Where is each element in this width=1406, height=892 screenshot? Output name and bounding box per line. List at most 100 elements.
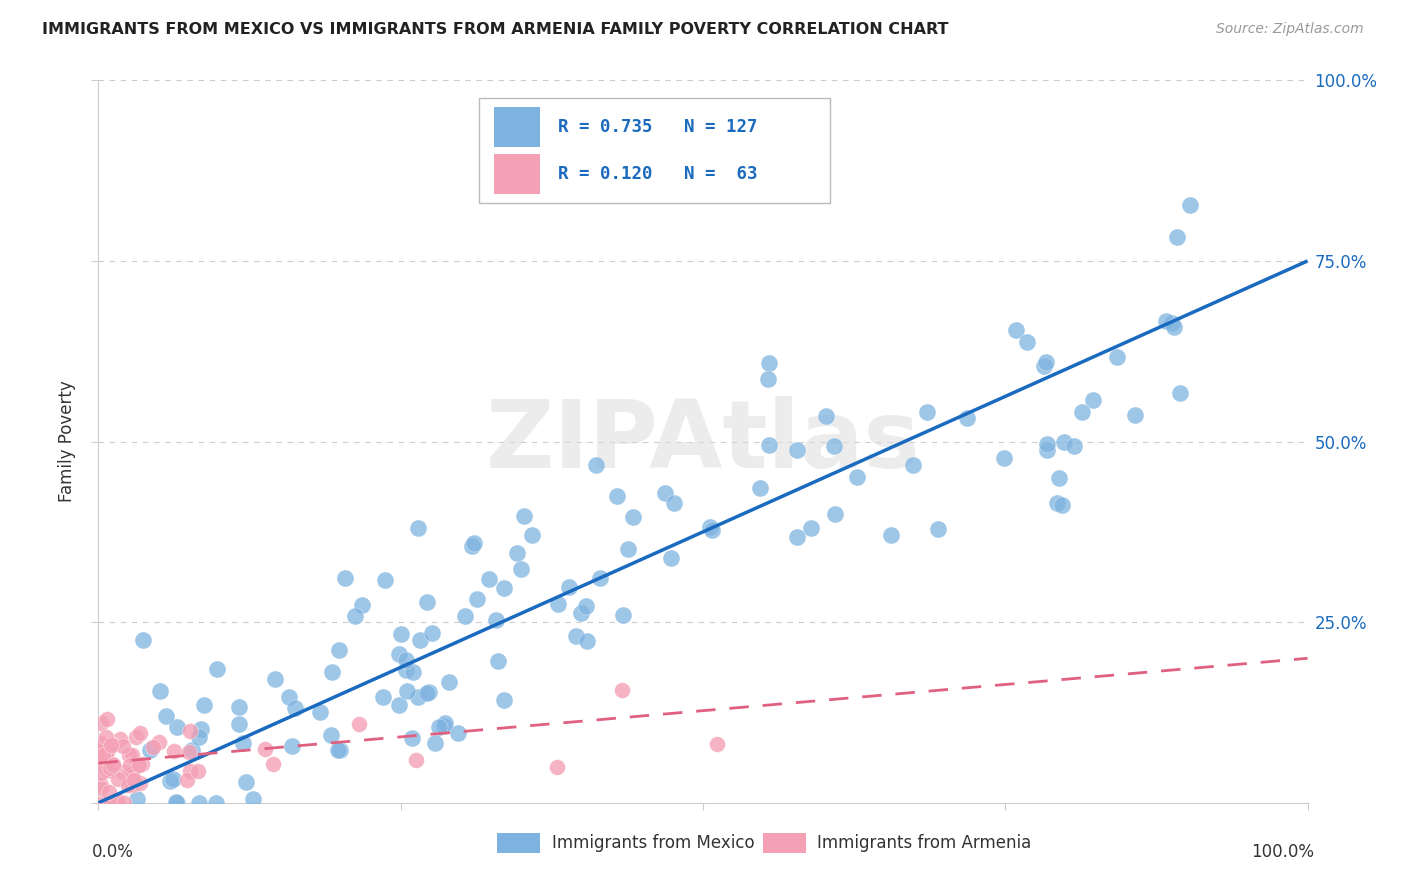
- Point: [447, 726, 470, 740]
- Point: [139, 743, 162, 757]
- Point: [96, 743, 118, 757]
- Point: [612, 608, 634, 623]
- Point: [122, 772, 145, 787]
- Point: [512, 508, 534, 523]
- Point: [132, 633, 155, 648]
- Point: [118, 748, 141, 763]
- Point: [371, 690, 394, 704]
- Point: [193, 698, 215, 712]
- Point: [101, 796, 124, 810]
- Point: [387, 698, 409, 712]
- Point: [389, 626, 412, 640]
- Point: [179, 745, 201, 759]
- Point: [142, 740, 165, 755]
- Point: [1161, 316, 1184, 330]
- Point: [96, 763, 118, 777]
- Point: [756, 372, 779, 386]
- Point: [1035, 436, 1057, 450]
- Text: 0.0%: 0.0%: [93, 843, 134, 861]
- Point: [437, 674, 460, 689]
- Point: [228, 700, 250, 714]
- Point: [159, 774, 181, 789]
- Point: [547, 597, 569, 611]
- Point: [1017, 334, 1039, 349]
- Point: [463, 535, 485, 549]
- Point: [823, 439, 845, 453]
- Point: [112, 764, 135, 779]
- Point: [1046, 496, 1069, 510]
- Point: [1107, 351, 1129, 365]
- Point: [917, 405, 939, 419]
- Point: [107, 793, 129, 807]
- Point: [121, 778, 143, 792]
- Point: [187, 764, 209, 778]
- Point: [606, 490, 628, 504]
- Point: [100, 758, 122, 772]
- Point: [492, 693, 515, 707]
- Point: [100, 739, 122, 753]
- Text: R = 0.735   N = 127: R = 0.735 N = 127: [558, 119, 758, 136]
- Point: [406, 521, 429, 535]
- Point: [309, 705, 332, 719]
- Point: [758, 438, 780, 452]
- Point: [329, 743, 352, 757]
- FancyBboxPatch shape: [479, 98, 830, 203]
- Point: [1052, 435, 1074, 450]
- Point: [232, 736, 254, 750]
- Point: [90, 753, 112, 767]
- Point: [125, 730, 148, 744]
- Point: [181, 743, 204, 757]
- Text: ZIPAtlas: ZIPAtlas: [485, 395, 921, 488]
- Point: [1166, 229, 1188, 244]
- Point: [1071, 405, 1094, 419]
- Point: [155, 709, 177, 723]
- Point: [405, 753, 427, 767]
- Point: [395, 684, 418, 698]
- Point: [98, 764, 121, 778]
- Point: [277, 690, 299, 704]
- Point: [522, 528, 544, 542]
- Point: [588, 571, 610, 585]
- Point: [235, 775, 257, 789]
- Point: [100, 796, 122, 810]
- Point: [575, 634, 598, 648]
- Point: [96, 712, 118, 726]
- Point: [1170, 386, 1192, 401]
- Point: [101, 757, 124, 772]
- Point: [242, 792, 264, 806]
- Point: [824, 507, 846, 521]
- Point: [264, 673, 287, 687]
- Point: [1035, 355, 1057, 369]
- Point: [321, 665, 343, 679]
- Point: [420, 625, 443, 640]
- Point: [179, 723, 201, 738]
- Point: [166, 796, 188, 810]
- Point: [108, 732, 131, 747]
- Point: [454, 609, 477, 624]
- Bar: [763, 833, 806, 854]
- Point: [228, 717, 250, 731]
- Point: [90, 781, 112, 796]
- Point: [758, 356, 780, 370]
- Point: [478, 572, 501, 586]
- Point: [188, 730, 211, 744]
- Point: [352, 598, 374, 612]
- Point: [129, 726, 152, 740]
- Point: [564, 629, 586, 643]
- Point: [786, 443, 808, 458]
- Point: [91, 739, 114, 753]
- Point: [700, 523, 723, 537]
- Point: [1005, 323, 1028, 337]
- Point: [90, 765, 112, 780]
- Point: [374, 573, 396, 587]
- Point: [433, 719, 456, 733]
- Text: R = 0.120   N =  63: R = 0.120 N = 63: [558, 165, 758, 183]
- Point: [610, 683, 633, 698]
- Point: [176, 772, 198, 787]
- Point: [558, 580, 581, 594]
- Point: [127, 791, 149, 805]
- Point: [546, 760, 568, 774]
- Point: [1081, 392, 1104, 407]
- Bar: [498, 833, 540, 854]
- Point: [344, 609, 367, 624]
